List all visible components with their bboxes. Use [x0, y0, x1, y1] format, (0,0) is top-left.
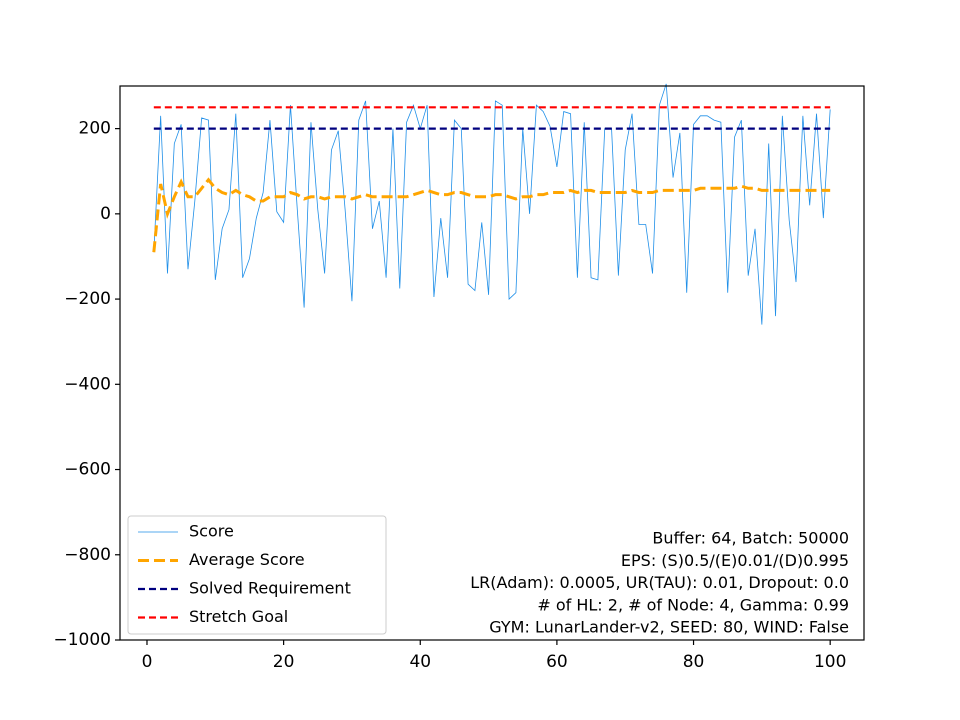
legend-label: Stretch Goal	[189, 607, 288, 626]
legend-box	[127, 515, 387, 635]
y-tick-label: 200	[79, 119, 111, 139]
legend-label: Average Score	[189, 550, 305, 569]
series-line	[152, 177, 831, 253]
y-tick-label: −1000	[53, 630, 111, 650]
x-tick-label: 80	[683, 652, 705, 672]
y-tick-label: −600	[64, 460, 111, 480]
annotation: LR(Adam): 0.0005, UR(TAU): 0.01, Dropout…	[470, 573, 849, 592]
annotation: Buffer: 64, Batch: 50000	[652, 529, 849, 548]
annotation: GYM: LunarLander-v2, SEED: 80, WIND: Fal…	[489, 618, 849, 637]
y-tick-label: −200	[64, 289, 111, 309]
y-tick-label: −800	[64, 545, 111, 565]
x-tick-label: 0	[142, 652, 153, 672]
plot-frame	[119, 85, 865, 641]
x-tick-label: 40	[409, 652, 431, 672]
legend-label: Solved Requirement	[189, 579, 351, 598]
series-line	[153, 83, 831, 325]
legend-label: Score	[189, 522, 234, 541]
x-tick-label: 20	[273, 652, 295, 672]
y-tick-label: −400	[64, 374, 111, 394]
annotation: EPS: (S)0.5/(E)0.01/(D)0.995	[621, 551, 849, 570]
x-tick-label: 60	[546, 652, 568, 672]
y-tick-label: 0	[100, 204, 111, 224]
annotation: # of HL: 2, # of Node: 4, Gamma: 0.99	[537, 595, 849, 614]
x-tick-label: 100	[814, 652, 846, 672]
